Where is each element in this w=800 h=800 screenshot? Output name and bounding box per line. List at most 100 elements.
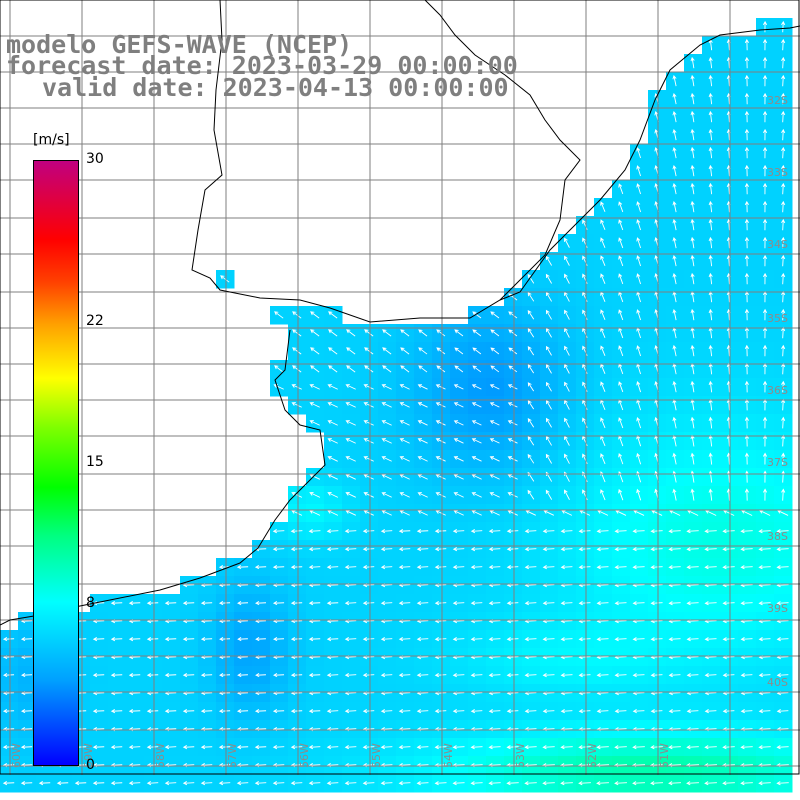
wind-speed-field — [0, 18, 793, 793]
wind-arrow — [507, 420, 518, 426]
wind-arrow — [672, 308, 677, 321]
wind-arrow — [398, 547, 411, 552]
wind-arrow — [524, 745, 537, 750]
wind-arrow — [542, 745, 555, 750]
wind-arrow — [524, 637, 537, 642]
wind-arrow — [326, 529, 339, 534]
wind-arrow — [508, 329, 518, 337]
wind-arrow — [708, 182, 713, 195]
wind-arrow — [452, 781, 465, 786]
wind-arrow — [668, 781, 681, 786]
wind-arrow — [470, 547, 483, 552]
wind-arrow — [344, 637, 357, 642]
wind-arrow — [564, 237, 570, 248]
wind-arrow — [92, 673, 105, 678]
wind-arrow — [578, 673, 591, 678]
wind-arrow — [506, 547, 519, 552]
wind-arrow — [434, 529, 447, 534]
wind-arrow — [704, 673, 717, 678]
wind-arrow — [2, 781, 15, 786]
wind-arrow — [632, 781, 645, 786]
wind-arrow — [636, 488, 642, 501]
wind-arrow — [672, 92, 677, 105]
wind-arrow — [327, 420, 338, 426]
wind-arrow — [416, 637, 429, 642]
wind-arrow — [596, 781, 609, 786]
wind-arrow — [636, 273, 641, 285]
wind-arrow — [762, 452, 768, 465]
wind-arrow — [614, 547, 627, 552]
wind-arrow — [344, 781, 357, 786]
wind-arrow — [453, 492, 464, 498]
longitude-label: 55W — [370, 743, 383, 768]
wind-arrow — [708, 110, 713, 123]
wind-arrow — [722, 709, 735, 714]
wind-arrow — [690, 164, 695, 177]
wind-arrow — [489, 456, 500, 462]
wind-arrow — [344, 745, 357, 750]
wind-arrow — [762, 164, 768, 177]
wind-arrow — [614, 709, 627, 714]
colorbar-tick-label: 30 — [86, 151, 104, 167]
wind-arrow — [740, 745, 753, 750]
wind-arrow — [364, 329, 374, 337]
wind-arrow — [362, 529, 375, 534]
wind-arrow — [650, 601, 663, 606]
wind-arrow — [596, 637, 609, 642]
wind-arrow — [434, 673, 447, 678]
wind-arrow — [274, 311, 284, 319]
wind-arrow — [436, 329, 446, 337]
wind-arrow — [781, 182, 786, 195]
wind-arrow — [92, 781, 105, 786]
wind-arrow — [776, 745, 789, 750]
wind-arrow — [506, 637, 519, 642]
wind-arrow — [744, 236, 749, 249]
wind-arrow — [381, 420, 392, 426]
wind-arrow — [471, 510, 482, 516]
wind-arrow — [632, 565, 645, 570]
wind-arrow — [146, 601, 159, 606]
wind-arrow — [200, 637, 213, 642]
wind-arrow — [326, 781, 339, 786]
wind-arrow — [668, 709, 681, 714]
wind-arrow — [564, 255, 570, 266]
wind-arrow — [2, 745, 15, 750]
wind-arrow — [164, 673, 177, 678]
wind-arrow — [146, 637, 159, 642]
wind-arrow — [740, 637, 753, 642]
wind-arrow — [744, 146, 749, 159]
wind-arrow — [326, 601, 339, 606]
wind-arrow — [578, 529, 591, 534]
wind-arrow — [564, 417, 570, 428]
wind-arrow — [542, 781, 555, 786]
wind-arrow — [362, 547, 375, 552]
wind-arrow — [363, 492, 374, 498]
wind-arrow — [524, 781, 537, 786]
wind-arrow — [762, 20, 768, 33]
wind-arrow — [128, 781, 141, 786]
wind-arrow — [636, 255, 641, 267]
wind-arrow — [650, 637, 663, 642]
wind-arrow — [471, 492, 482, 498]
wind-arrow — [506, 601, 519, 606]
wind-arrow — [363, 456, 374, 462]
wind-arrow — [327, 438, 338, 444]
wind-arrow — [686, 547, 699, 552]
wind-arrow — [416, 781, 429, 786]
wind-arrow — [308, 637, 321, 642]
wind-arrow — [472, 311, 482, 319]
wind-arrow — [417, 384, 428, 390]
wind-arrow — [740, 673, 753, 678]
wind-arrow — [310, 365, 320, 373]
wind-arrow — [672, 110, 677, 123]
wind-arrow — [254, 565, 267, 570]
wind-arrow — [722, 745, 735, 750]
wind-arrow — [618, 381, 624, 393]
wind-arrow — [762, 488, 768, 501]
wind-arrow — [560, 565, 573, 570]
wind-arrow — [164, 601, 177, 606]
wind-arrow — [744, 110, 749, 123]
wind-arrow — [650, 745, 663, 750]
wind-arrow — [182, 601, 195, 606]
wind-arrow — [636, 147, 641, 159]
